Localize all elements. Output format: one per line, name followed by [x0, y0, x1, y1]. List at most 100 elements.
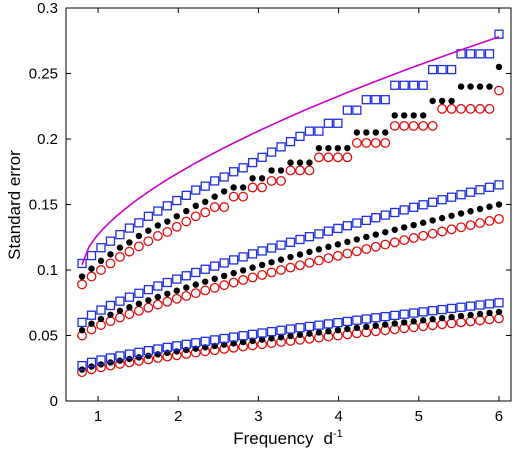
blue-square-point	[399, 80, 409, 90]
red-circle-point	[162, 296, 173, 307]
x-tick-label: 2	[174, 408, 182, 425]
blue-square-point	[333, 318, 343, 328]
red-circle-point	[351, 246, 362, 257]
blue-square-point	[342, 316, 353, 327]
red-circle-point	[389, 237, 400, 248]
black-dot-point	[258, 261, 266, 269]
x-axis-title-text: Frequency	[233, 429, 314, 448]
black-dot-point	[97, 315, 105, 323]
blue-square-point	[77, 258, 87, 269]
black-dot-point	[135, 232, 143, 240]
black-dot-point	[391, 112, 398, 119]
blue-square-point	[96, 305, 106, 315]
black-dot-point	[438, 314, 446, 322]
blue-square-point	[266, 243, 277, 253]
blue-square-point	[323, 118, 334, 128]
blue-square-point	[105, 236, 116, 246]
y-tick-label: 0.3	[37, 0, 58, 17]
red-circle-point	[399, 235, 410, 246]
blue-square-point	[285, 237, 296, 247]
blue-square-point	[210, 176, 220, 186]
red-circle-point	[257, 269, 268, 280]
blue-square-point	[181, 271, 191, 281]
black-dot-point	[277, 167, 285, 174]
black-dot-point	[107, 311, 114, 318]
blue-square-point	[361, 314, 371, 324]
red-circle-point	[494, 213, 504, 224]
blue-square-point	[228, 255, 239, 265]
blue-square-point	[352, 315, 362, 325]
y-tick-label: 0.25	[29, 66, 58, 83]
black-dot-point	[344, 238, 351, 246]
red-circle-point	[114, 312, 125, 323]
black-dot-point	[363, 233, 370, 241]
black-dot-point	[353, 236, 361, 243]
blue-square-point	[276, 325, 286, 335]
red-circle-point	[171, 221, 182, 232]
red-circle-point	[389, 120, 400, 131]
blue-square-point	[105, 353, 116, 363]
red-circle-point	[266, 175, 277, 186]
blue-square-point	[86, 310, 97, 320]
red-circle-point	[200, 207, 211, 218]
fit-line	[81, 36, 500, 266]
blue-square-point	[228, 332, 239, 342]
red-circle-point	[124, 246, 135, 257]
blue-square-point	[210, 335, 220, 345]
black-dot-point	[372, 322, 379, 329]
red-circle-point	[143, 302, 154, 313]
red-circle-point	[323, 253, 334, 264]
black-dot-point	[315, 329, 323, 336]
blue-square-point	[247, 329, 258, 339]
blue-square-point	[418, 80, 428, 90]
red-circle-point	[351, 137, 362, 148]
blue-square-point	[191, 185, 201, 195]
x-axis-unit-exponent: -1	[333, 428, 343, 440]
black-dot-point	[116, 357, 124, 364]
black-dot-point	[164, 349, 171, 357]
red-circle-point	[332, 152, 343, 163]
red-circle-point	[295, 165, 305, 176]
red-circle-point	[484, 103, 495, 114]
red-circle-point	[247, 182, 258, 193]
black-dot-point	[315, 246, 323, 253]
black-dot-point	[287, 332, 294, 340]
red-circle-point	[313, 255, 324, 266]
blue-square-point	[390, 310, 400, 321]
x-tick-label: 1	[94, 408, 102, 425]
blue-square-point	[314, 320, 324, 330]
black-dot-point	[419, 317, 427, 324]
black-dot-point	[401, 319, 408, 326]
blue-square-point	[361, 95, 371, 105]
blue-square-point	[228, 167, 239, 177]
blue-square-point	[247, 249, 258, 259]
blue-square-point	[266, 326, 277, 337]
y-axis-title: Standard error	[5, 150, 24, 260]
y-tick-label: 0.2	[37, 131, 58, 148]
blue-square-point	[191, 338, 201, 348]
blue-square-point	[333, 223, 343, 234]
blue-square-point	[134, 347, 144, 357]
black-dot-point	[438, 214, 446, 222]
blue-square-point	[200, 336, 210, 346]
red-circle-point	[133, 241, 144, 252]
blue-square-point	[409, 308, 419, 318]
blue-square-point	[418, 307, 428, 317]
blue-square-point	[238, 252, 248, 262]
red-circle-point	[200, 285, 211, 296]
blue-square-point	[77, 360, 87, 371]
blue-square-point	[181, 339, 191, 349]
red-circle-point	[228, 277, 239, 288]
red-circle-point	[152, 299, 163, 310]
blue-square-point	[124, 292, 135, 302]
red-circle-point	[465, 103, 476, 114]
black-dot-point	[230, 269, 237, 277]
axis-ticks: 1 2 3 4 5 6 0 0.05 0.1 0.15 0.2 0.25 0.3	[29, 0, 511, 425]
red-circle-point	[456, 103, 467, 114]
blue-square-point	[456, 190, 466, 200]
x-tick-label: 6	[495, 408, 503, 425]
red-circle-point	[162, 227, 173, 237]
blue-square-point	[409, 202, 419, 212]
red-circle-point	[181, 216, 192, 227]
blue-square-point	[371, 95, 381, 105]
